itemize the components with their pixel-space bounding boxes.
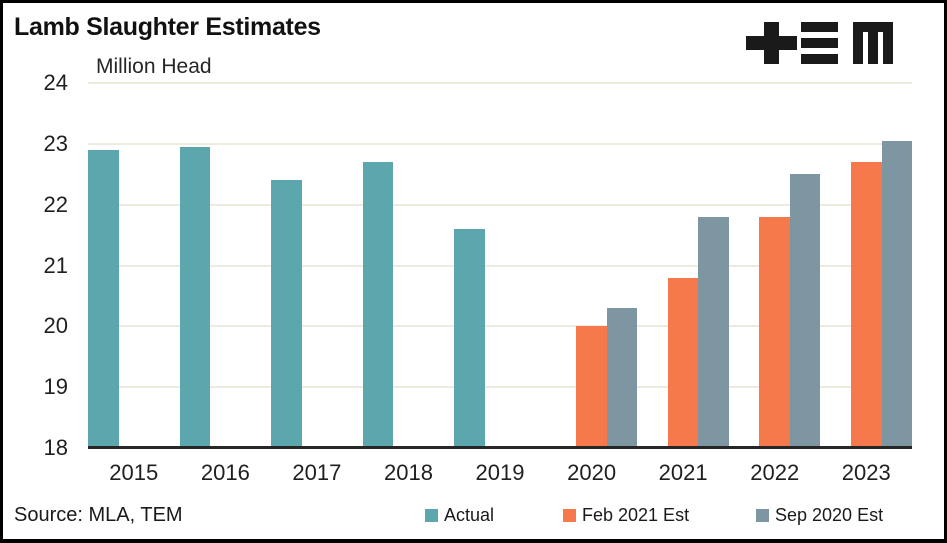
bar-sep-2020-est-2020 [606, 308, 638, 448]
legend-swatch-feb-2021-est-icon [563, 508, 576, 522]
plot-area [88, 82, 913, 449]
legend-label-actual: Actual [444, 505, 495, 525]
gridline [88, 82, 912, 84]
bar-slot [789, 83, 821, 448]
bar-actual-2018 [362, 162, 394, 448]
logo-plus-glyph [746, 22, 797, 64]
bar-slot [576, 83, 607, 448]
bar-slot [851, 83, 882, 448]
y-tick-label: 21 [43, 252, 68, 278]
bar-slot [485, 83, 516, 448]
bar-slot [667, 83, 699, 448]
bar-feb-2021-est-2021 [667, 277, 699, 448]
bar-group-2022 [729, 83, 821, 448]
bar-slot [821, 83, 852, 448]
x-tick-label-2023: 2023 [841, 460, 891, 485]
bar-slot [759, 83, 790, 448]
bar-slot [393, 83, 424, 448]
bar-slot [424, 83, 455, 448]
page-title: Lamb Slaughter Estimates [14, 13, 321, 41]
legend-item-actual: Actual [425, 505, 494, 525]
bar-group-2023 [821, 83, 913, 448]
bar-slot [241, 83, 272, 448]
bar-slot [515, 83, 546, 448]
bar-slot [149, 83, 180, 448]
legend-swatch-actual-icon [425, 508, 438, 522]
bar-slot [179, 83, 211, 448]
source-note: Source: MLA, TEM [14, 504, 183, 526]
bar-slot [637, 83, 668, 448]
bar-actual-2015 [88, 149, 119, 448]
bar-series-area [88, 83, 913, 448]
x-tick-label-2017: 2017 [292, 460, 342, 485]
bar-group-2021 [637, 83, 729, 448]
legend-item-sep-2020-est: Sep 2020 Est [756, 505, 883, 525]
bar-slot [881, 83, 913, 448]
tem-logo [746, 22, 893, 64]
y-tick-label: 19 [43, 374, 68, 400]
bar-group-2019 [454, 83, 546, 448]
bar-slot [210, 83, 241, 448]
bar-actual-2019 [454, 229, 485, 448]
bar-slot [698, 83, 729, 448]
x-axis-tick-labels: 2015 2016 2017 2018 2019 2020 2021 2022 2023 [88, 460, 912, 486]
x-tick-label-2020: 2020 [567, 460, 617, 485]
bar-group-2016 [179, 83, 272, 448]
x-tick-label-2022: 2022 [750, 460, 800, 485]
bar-feb-2021-est-2020 [576, 326, 607, 448]
gridline [88, 386, 912, 389]
bar-slot [271, 83, 302, 448]
legend-item-feb-2021-est: Feb 2021 Est [563, 505, 689, 525]
y-tick-label: 24 [43, 70, 68, 95]
logo-bars-glyph [801, 22, 838, 64]
bar-slot [88, 83, 119, 448]
bar-slot [302, 83, 333, 448]
bar-feb-2021-est-2022 [759, 216, 790, 448]
y-tick-label: 20 [43, 313, 68, 339]
bar-sep-2020-est-2022 [789, 174, 821, 448]
gridline [88, 203, 912, 206]
x-tick-label-2015: 2015 [109, 460, 159, 485]
legend-label-sep-2020-est: Sep 2020 Est [775, 505, 884, 525]
legend-swatch-sep-2020-est-icon [756, 508, 769, 522]
bar-slot [332, 83, 363, 448]
gridline [88, 325, 912, 328]
gridline [88, 142, 912, 145]
bar-actual-2016 [179, 146, 211, 448]
y-tick-label: 23 [43, 130, 68, 156]
bar-group-2017 [271, 83, 363, 448]
bar-slot [606, 83, 638, 448]
x-tick-label-2019: 2019 [475, 460, 525, 485]
y-tick-label: 18 [43, 435, 68, 460]
x-tick-label-2021: 2021 [658, 460, 708, 485]
bar-actual-2017 [271, 180, 302, 448]
bar-slot [119, 83, 150, 448]
bar-slot [454, 83, 485, 448]
gridline [88, 264, 912, 267]
bar-slot [362, 83, 394, 448]
x-tick-label-2016: 2016 [200, 460, 250, 485]
bar-sep-2020-est-2021 [698, 216, 729, 448]
bar-slot [546, 83, 577, 448]
y-tick-label: 22 [43, 191, 68, 217]
bar-slot [729, 83, 760, 448]
bar-group-2015 [88, 83, 180, 448]
bar-sep-2020-est-2023 [881, 140, 913, 448]
bar-group-2018 [362, 83, 455, 448]
x-tick-label-2018: 2018 [383, 460, 433, 485]
bar-group-2020 [546, 83, 638, 448]
x-axis-line [88, 446, 912, 449]
logo-m-glyph [853, 22, 893, 64]
y-axis-units-label: Million Head [96, 55, 212, 78]
bar-feb-2021-est-2023 [851, 162, 882, 448]
legend-label-feb-2021-est: Feb 2021 Est [582, 505, 690, 525]
